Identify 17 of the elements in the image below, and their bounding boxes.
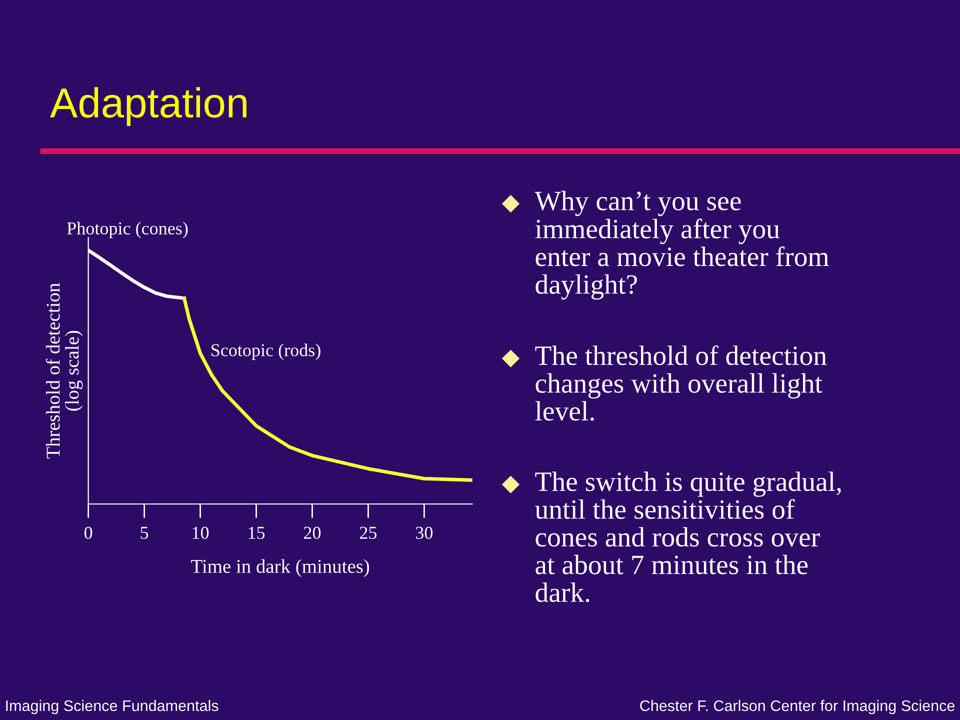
- x-tick-label: 20: [304, 526, 321, 539]
- x-tick-label: 15: [248, 526, 265, 539]
- series-label: Photopic (cones): [67, 222, 188, 238]
- x-tick-label: 0: [84, 526, 92, 539]
- y-axis-title: Threshold of detection (log scale): [46, 283, 83, 458]
- text: Why can’t you see immediately after you enter a movie theater from daylight?: [534, 190, 829, 300]
- text: The switch is quite gradual, until the sensitivities of cones and rods cross over at about 7 minutes in the dark.: [535, 472, 841, 602]
- series-label: Scotopic (rods): [212, 344, 320, 360]
- chart-title: Adaptation: [50, 87, 246, 126]
- x-tick-label: 5: [140, 526, 148, 539]
- text: The threshold of detection changes with overall light level.: [535, 345, 827, 421]
- x-axis-title: Time in dark (minutes): [191, 559, 370, 577]
- text: Imaging Science Fundamentals: [6, 700, 218, 714]
- x-tick-label: 10: [192, 526, 209, 539]
- text: Chester F. Carlson Center for Imaging Science: [640, 700, 955, 714]
- x-tick-label: 25: [360, 526, 377, 539]
- x-tick-label: 30: [416, 526, 433, 539]
